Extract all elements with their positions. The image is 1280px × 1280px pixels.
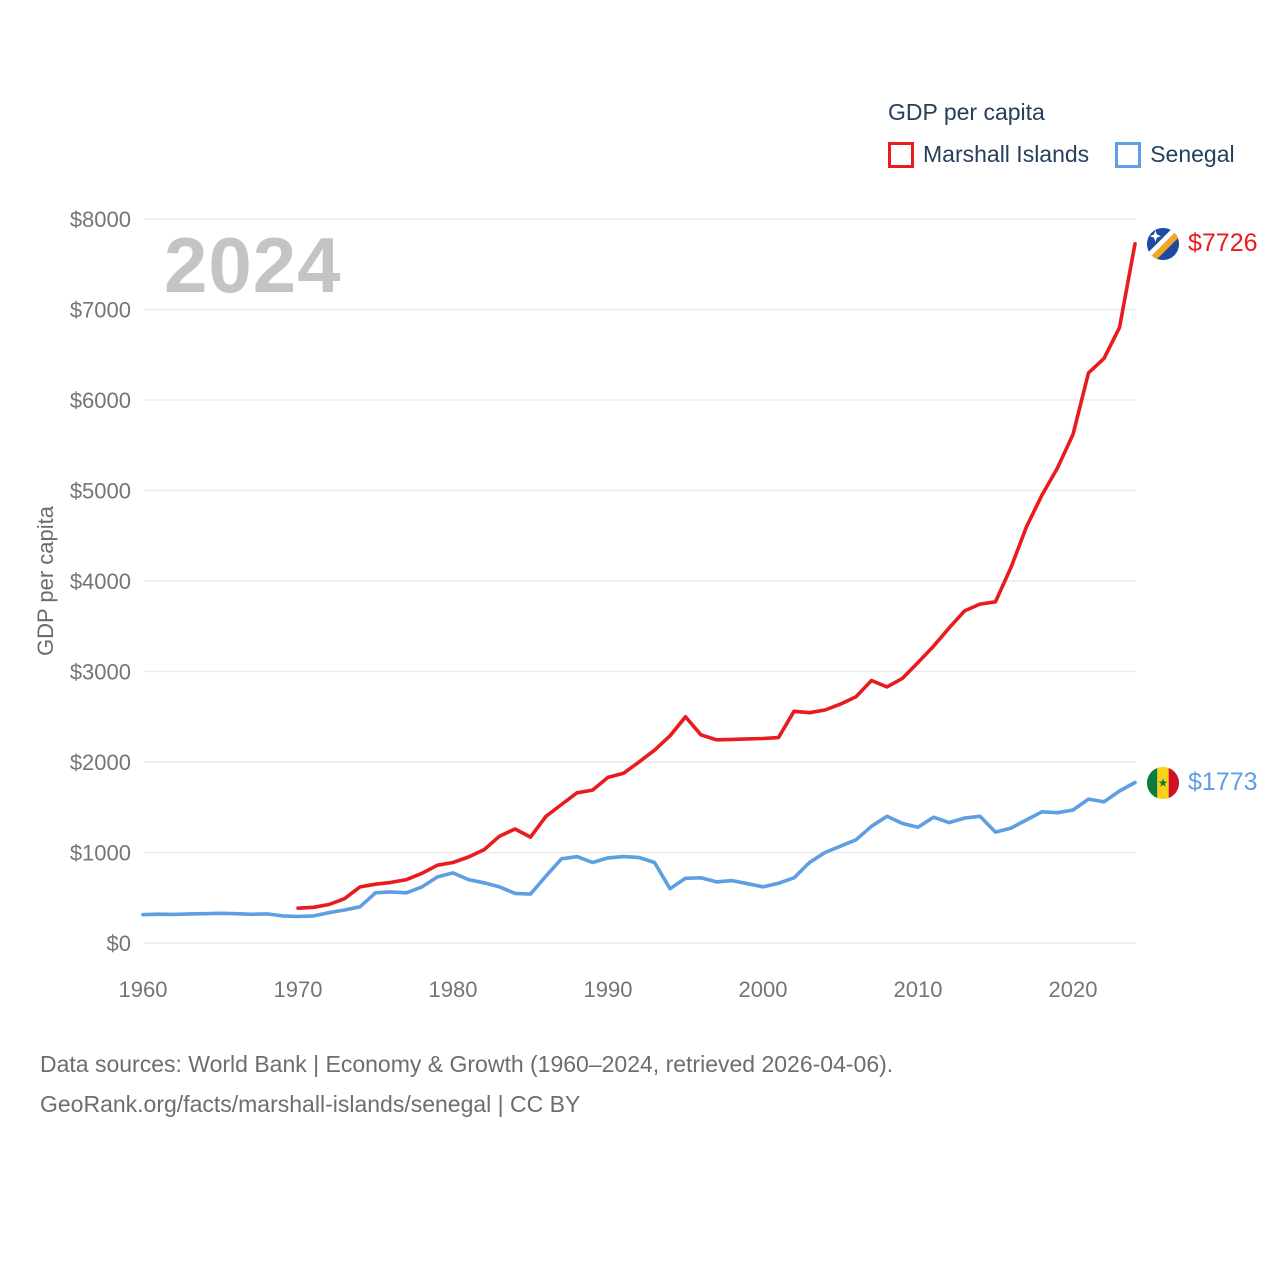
x-tick-label: 1980: [429, 977, 478, 1002]
senegal-flag-icon: [1146, 766, 1180, 799]
y-tick-label: $2000: [70, 750, 131, 775]
footer: Data sources: World Bank | Economy & Gro…: [40, 1044, 893, 1124]
y-tick-label: $6000: [70, 388, 131, 413]
y-tick-label: $8000: [70, 207, 131, 232]
y-tick-label: $3000: [70, 660, 131, 685]
legend-item-senegal: Senegal: [1115, 141, 1235, 168]
senegal-swatch-icon: [1115, 141, 1142, 168]
legend-title: GDP per capita: [888, 99, 1045, 125]
senegal-end-value: $1773: [1188, 768, 1258, 797]
marshall-islands-end-label: $7726: [1146, 227, 1258, 261]
year-watermark: 2024: [164, 221, 342, 309]
legend: GDP per capita Marshall Islands Senegal: [888, 99, 1235, 168]
footer-sources-line: Data sources: World Bank | Economy & Gro…: [40, 1051, 894, 1077]
legend-item-marshall-islands: Marshall Islands: [888, 141, 1089, 168]
senegal-end-label: $1773: [1146, 766, 1258, 800]
x-tick-label: 1990: [584, 977, 633, 1002]
marshall-islands-swatch-icon: [888, 141, 914, 168]
footer-attribution-line: GeoRank.org/facts/marshall-islands/seneg…: [40, 1091, 581, 1117]
legend-label-senegal: Senegal: [1150, 141, 1235, 167]
line-marshall-islands: [296, 242, 1137, 911]
legend-label-marshall-islands: Marshall Islands: [923, 141, 1090, 167]
x-tick-label: 2010: [894, 977, 943, 1002]
line-senegal: [141, 780, 1137, 919]
x-tick-label: 2000: [739, 977, 788, 1002]
legend-items: Marshall Islands Senegal: [888, 141, 1235, 168]
x-tick-label: 1960: [119, 977, 168, 1002]
x-tick-label: 2020: [1049, 977, 1098, 1002]
x-tick-label: 1970: [274, 977, 323, 1002]
y-tick-label: $4000: [70, 569, 131, 594]
y-axis-title: GDP per capita: [33, 505, 58, 657]
marshall-islands-end-value: $7726: [1188, 229, 1258, 258]
y-tick-label: $1000: [70, 841, 131, 866]
y-tick-label: $5000: [70, 479, 131, 504]
y-tick-label: $7000: [70, 298, 131, 323]
y-tick-label: $0: [107, 931, 131, 956]
marshall-islands-flag-icon: [1146, 227, 1180, 260]
